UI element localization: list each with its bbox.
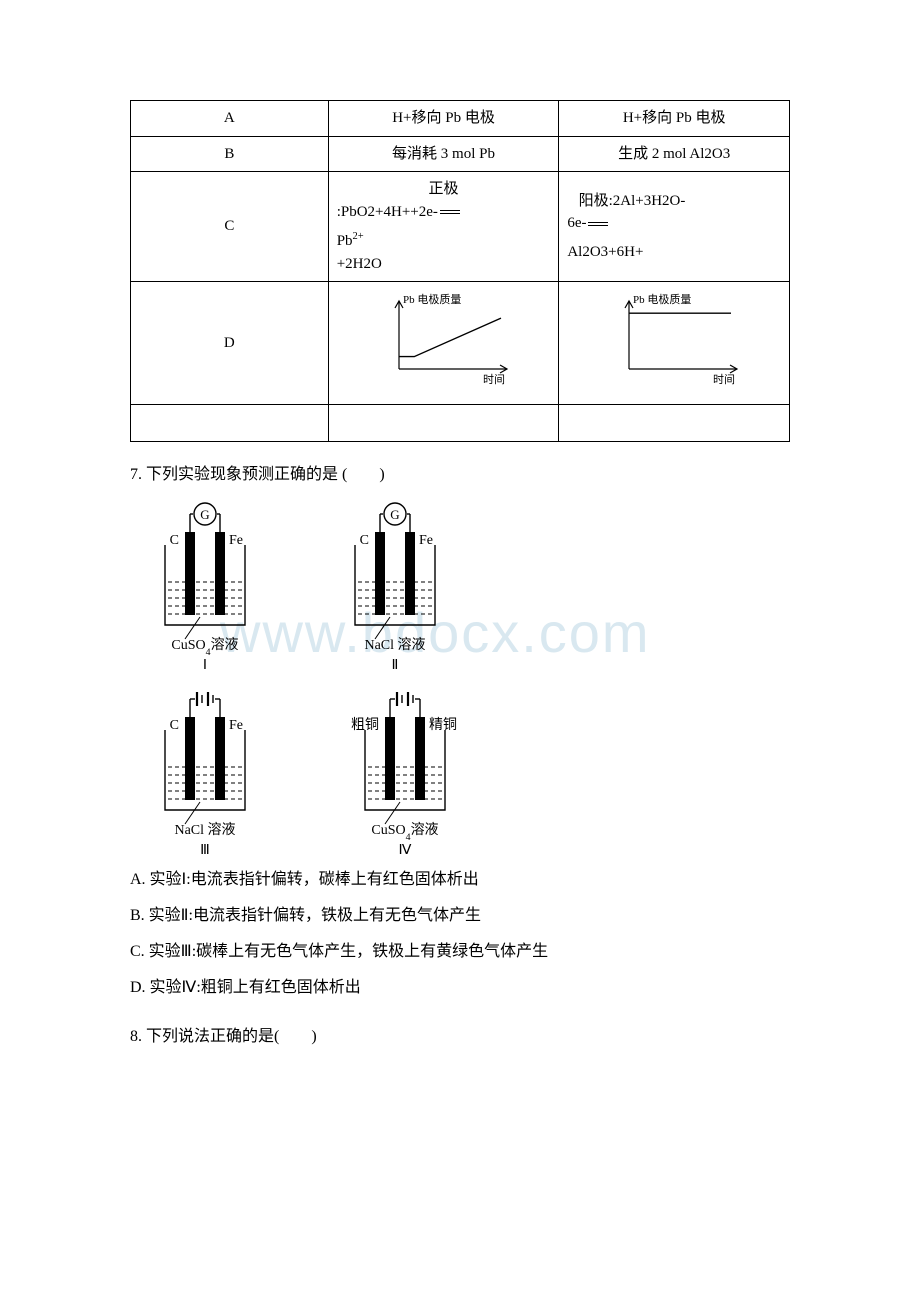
q7-option-c: C. 实验Ⅲ:碳棒上有无色气体产生，铁极上有黄绿色气体产生 xyxy=(130,936,790,968)
svg-text:Ⅳ: Ⅳ xyxy=(399,843,412,858)
svg-text:时间: 时间 xyxy=(483,373,505,386)
q7-option-b: B. 实验Ⅱ:电流表指针偏转，铁极上有无色气体产生 xyxy=(130,900,790,932)
row-a-col3: H+移向 Pb 电极 xyxy=(559,101,790,137)
table-row: C 正极 :PbO2+4H++2e- Pb2+ +2H2O xyxy=(131,172,790,282)
empty-cell xyxy=(328,405,559,442)
empty-cell xyxy=(131,405,329,442)
q7-option-d: D. 实验Ⅳ:粗铜上有红色固体析出 xyxy=(130,972,790,1004)
cell-diagram-i: G C Fe CuSO4溶液Ⅰ xyxy=(130,500,280,675)
svg-text:C: C xyxy=(170,533,179,548)
svg-text:Pb 电极质量: Pb 电极质量 xyxy=(403,292,461,306)
c2-line3-sup: 2+ xyxy=(353,231,364,242)
table-row: A H+移向 Pb 电极 H+移向 Pb 电极 xyxy=(131,101,790,137)
row-c-col3: 阳极:2Al+3H2O- 6e- Al2O3+6H+ xyxy=(559,172,790,282)
row-a-col2: H+移向 Pb 电极 xyxy=(328,101,559,137)
q7-option-a: A. 实验Ⅰ:电流表指针偏转，碳棒上有红色固体析出 xyxy=(130,864,790,896)
svg-text:精铜: 精铜 xyxy=(429,717,457,733)
c2-line1: 正极 xyxy=(429,178,459,201)
svg-text:Ⅱ: Ⅱ xyxy=(392,658,399,673)
svg-text:Fe: Fe xyxy=(419,533,433,548)
row-c-col2: 正极 :PbO2+4H++2e- Pb2+ +2H2O xyxy=(328,172,559,282)
svg-text:NaCl 溶液: NaCl 溶液 xyxy=(364,637,425,653)
c3-line1a: 阳极:2Al+3H2O- xyxy=(579,193,686,209)
svg-text:Ⅲ: Ⅲ xyxy=(200,843,210,858)
row-b-label: B xyxy=(131,136,329,172)
svg-text:Ⅰ: Ⅰ xyxy=(203,658,207,673)
svg-text:时间: 时间 xyxy=(713,373,735,386)
svg-text:Fe: Fe xyxy=(229,718,243,733)
c3-line3: Al2O3+6H+ xyxy=(567,241,643,264)
svg-text:CuSO4溶液: CuSO4溶液 xyxy=(171,637,238,658)
q7-diagram-row1: G C Fe CuSO4溶液Ⅰ G C Fe NaCl 溶液 Ⅱ xyxy=(130,500,790,675)
eq-line-icon xyxy=(440,210,460,214)
cell-diagram-ii: G C Fe NaCl 溶液 Ⅱ xyxy=(320,500,470,675)
pb-mass-chart-right: Pb 电极质量时间 xyxy=(599,289,749,389)
row-b-col3: 生成 2 mol Al2O3 xyxy=(559,136,790,172)
q7-diagram-row2: C Fe NaCl 溶液 Ⅲ 粗铜 精铜 CuSO4溶液Ⅳ xyxy=(130,685,790,860)
row-d-chart-left: Pb 电极质量时间 xyxy=(328,282,559,405)
svg-text:NaCl 溶液: NaCl 溶液 xyxy=(174,822,235,838)
row-d-label: D xyxy=(131,282,329,405)
eq-line-icon xyxy=(588,222,608,226)
svg-text:CuSO4溶液: CuSO4溶液 xyxy=(371,822,438,843)
q7-text: 7. 下列实验现象预测正确的是 ( ) xyxy=(130,460,790,490)
c2-line2a: :PbO2+4H++2e- xyxy=(337,204,438,220)
table-row: D Pb 电极质量时间 Pb 电极质量时间 xyxy=(131,282,790,405)
svg-text:G: G xyxy=(390,507,399,522)
cell-diagram-iv: 粗铜 精铜 CuSO4溶液Ⅳ xyxy=(320,685,490,860)
pb-mass-chart-left: Pb 电极质量时间 xyxy=(369,289,519,389)
row-b-col2: 每消耗 3 mol Pb xyxy=(328,136,559,172)
row-d-chart-right: Pb 电极质量时间 xyxy=(559,282,790,405)
answer-table: A H+移向 Pb 电极 H+移向 Pb 电极 B 每消耗 3 mol Pb 生… xyxy=(130,100,790,442)
svg-text:G: G xyxy=(200,507,209,522)
row-a-label: A xyxy=(131,101,329,137)
c2-line3: Pb xyxy=(337,233,353,249)
svg-text:C: C xyxy=(170,718,179,733)
svg-text:Pb 电极质量: Pb 电极质量 xyxy=(633,292,691,306)
svg-text:粗铜: 粗铜 xyxy=(351,717,379,733)
empty-cell xyxy=(559,405,790,442)
svg-text:C: C xyxy=(360,533,369,548)
c3-line2a: 6e- xyxy=(567,215,586,231)
table-row: B 每消耗 3 mol Pb 生成 2 mol Al2O3 xyxy=(131,136,790,172)
q8-text: 8. 下列说法正确的是( ) xyxy=(130,1022,790,1052)
table-row xyxy=(131,405,790,442)
svg-text:Fe: Fe xyxy=(229,533,243,548)
row-c-label: C xyxy=(131,172,329,282)
c2-line4: +2H2O xyxy=(337,253,382,276)
cell-diagram-iii: C Fe NaCl 溶液 Ⅲ xyxy=(130,685,280,860)
